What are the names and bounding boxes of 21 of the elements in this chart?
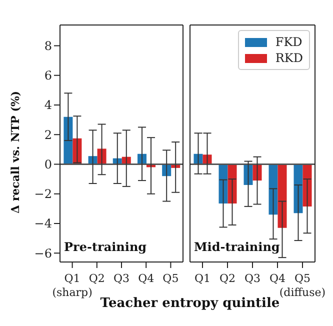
annotation: Pre-training <box>64 240 147 254</box>
x-tick-label: Q4 <box>269 272 286 285</box>
y-tick-label: 2 <box>44 128 52 142</box>
annotation: Mid-training <box>194 240 280 254</box>
y-tick-label: 4 <box>44 98 52 112</box>
y-tick-label: −2 <box>34 187 52 202</box>
y-tick-label: −6 <box>34 246 52 260</box>
x-tick-label: Q4 <box>138 272 154 285</box>
x-axis-title: Teacher entropy quintile <box>100 296 280 311</box>
x-tick-label: Q1 <box>194 272 211 285</box>
y-tick-label: 0 <box>44 157 52 172</box>
legend-label: FKD <box>275 34 302 50</box>
y-tick-label: 8 <box>44 38 52 53</box>
x-tick-label: Q5 <box>162 272 179 285</box>
legend-label: RKD <box>275 50 303 66</box>
y-tick-label: 6 <box>44 68 52 83</box>
y-tick-label: −4 <box>34 216 52 231</box>
x-tick-label: Q3 <box>244 272 261 285</box>
x-tick-label: Q3 <box>113 272 130 285</box>
y-axis-title: Δ recall vs. NTP (%) <box>8 90 22 214</box>
x-tick-label: Q2 <box>219 272 236 285</box>
